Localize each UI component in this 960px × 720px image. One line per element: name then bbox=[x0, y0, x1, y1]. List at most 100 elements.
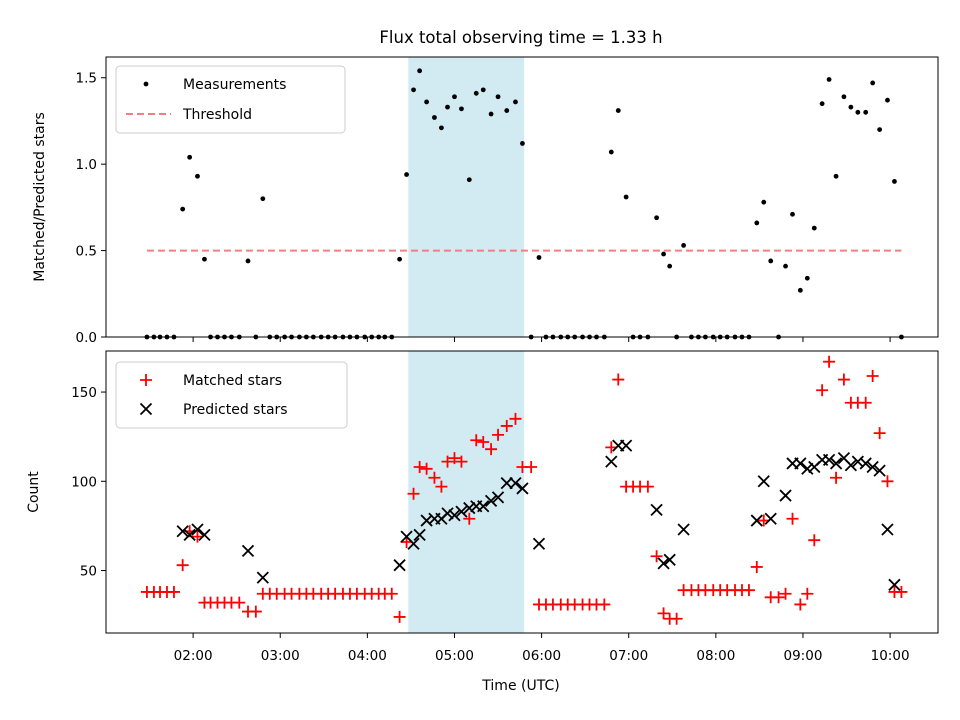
measurement-point bbox=[608, 149, 614, 155]
predicted-star-point bbox=[183, 528, 196, 541]
matched-star-point bbox=[873, 427, 886, 440]
predicted-star-point bbox=[888, 578, 901, 591]
matched-star-point bbox=[650, 550, 663, 563]
predicted-star-point bbox=[198, 528, 211, 541]
predicted-star-point bbox=[176, 525, 189, 538]
measurement-point bbox=[819, 101, 825, 107]
matched-star-point bbox=[816, 384, 829, 397]
measurement-point bbox=[504, 108, 510, 113]
predicted-star-point bbox=[463, 501, 476, 515]
bottom-legend: Matched stars Predicted stars bbox=[115, 361, 348, 429]
matched-star-point bbox=[448, 452, 461, 465]
x-tick-label: 10:00 bbox=[871, 648, 910, 664]
predicted-star-point bbox=[873, 464, 886, 477]
predicted-star-point bbox=[441, 507, 454, 520]
matched-star-point bbox=[657, 607, 670, 620]
matched-star-point bbox=[470, 434, 483, 447]
measurement-point bbox=[536, 255, 542, 260]
measurement-point bbox=[439, 125, 444, 131]
predicted-star-point bbox=[657, 557, 670, 570]
measurement-point bbox=[445, 104, 450, 110]
measurement-point bbox=[195, 173, 200, 179]
highlight-span-bottom bbox=[408, 351, 525, 633]
measurement-point bbox=[848, 104, 854, 110]
measurement-point bbox=[432, 115, 437, 120]
measurement-point bbox=[411, 87, 416, 93]
measurement-point bbox=[667, 263, 673, 269]
predicted-star-point bbox=[801, 462, 814, 475]
x-tick-label: 07:00 bbox=[609, 648, 648, 664]
predicted-star-point bbox=[413, 528, 426, 541]
matched-star-point bbox=[413, 461, 426, 474]
predicted-star-point bbox=[750, 514, 763, 527]
legend-marker-matched bbox=[140, 374, 152, 386]
matched-star-point bbox=[772, 591, 785, 604]
legend-marker-predicted bbox=[139, 402, 153, 416]
x-axis-label: Time (UTC) bbox=[481, 678, 559, 694]
measurement-point bbox=[783, 263, 788, 269]
measurement-point bbox=[404, 172, 409, 177]
measurement-point bbox=[473, 90, 479, 96]
measurement-point bbox=[180, 206, 186, 212]
bottom-axes-frame bbox=[105, 350, 939, 634]
bottom-y-ticks: 50 100 150 bbox=[71, 385, 106, 580]
matched-star-point bbox=[167, 585, 180, 598]
x-tick-label: 04:00 bbox=[348, 648, 387, 664]
measurement-point bbox=[761, 199, 767, 205]
measurement-point bbox=[797, 287, 803, 293]
matched-star-point bbox=[670, 612, 683, 625]
measurement-point bbox=[877, 127, 883, 132]
y-tick-label: 0.5 bbox=[76, 244, 97, 260]
measurement-point bbox=[681, 242, 687, 248]
measurement-point bbox=[187, 154, 193, 160]
top-axes-frame bbox=[105, 56, 939, 338]
matched-star-point bbox=[641, 480, 654, 493]
matched-star-point bbox=[895, 585, 908, 598]
matched-star-point bbox=[435, 480, 448, 493]
bottom-y-axis-label: Count bbox=[26, 471, 42, 513]
y-tick-label: 1.5 bbox=[76, 71, 97, 87]
matched-star-point bbox=[742, 584, 755, 597]
measurement-point bbox=[417, 68, 423, 74]
matched-star-point bbox=[385, 587, 398, 600]
measurement-point bbox=[870, 80, 876, 86]
predicted-star-point bbox=[500, 476, 513, 490]
predicted-star-point bbox=[779, 489, 792, 502]
measurement-point bbox=[790, 211, 795, 217]
measurement-point bbox=[654, 215, 660, 221]
predicted-star-point bbox=[532, 537, 546, 550]
predicted-star-point bbox=[663, 553, 676, 566]
measurement-point bbox=[841, 94, 847, 100]
measurement-point bbox=[811, 225, 817, 231]
predicted-star-point bbox=[393, 559, 406, 572]
predicted-star-point bbox=[477, 500, 490, 513]
matched-star-point bbox=[463, 512, 476, 525]
x-tick-label: 05:00 bbox=[435, 648, 474, 664]
matched-star-point bbox=[823, 355, 836, 368]
matched-star-point bbox=[420, 462, 433, 475]
matched-star-point bbox=[428, 471, 441, 484]
y-tick-label: 0.0 bbox=[76, 330, 97, 346]
matched-star-point bbox=[598, 598, 611, 611]
predicted-star-point bbox=[829, 457, 843, 470]
measurement-point bbox=[466, 177, 472, 183]
matched-star-point bbox=[794, 598, 807, 611]
chart-title: Flux total observing time = 1.33 h bbox=[379, 28, 662, 47]
predicted-star-point bbox=[677, 523, 690, 536]
x-tick-label: 02:00 bbox=[174, 648, 213, 664]
matched-star-point bbox=[859, 396, 872, 409]
measurement-point bbox=[892, 179, 897, 184]
predicted-star-point bbox=[241, 544, 255, 558]
bottom-x-ticks: 02:00 03:00 04:00 05:00 06:00 07:00 08:00 09:00… bbox=[174, 633, 910, 664]
bottom-data-marks bbox=[140, 355, 908, 625]
matched-star-point bbox=[866, 369, 879, 382]
legend-label-measurements: Measurements bbox=[183, 77, 286, 93]
y-tick-label: 1.0 bbox=[76, 157, 97, 173]
measurement-point bbox=[833, 173, 839, 179]
matched-star-point bbox=[837, 373, 850, 386]
top-y-ticks: 0.0 0.5 1.0 1.5 bbox=[76, 71, 106, 346]
predicted-star-point bbox=[881, 523, 894, 536]
matched-star-point bbox=[801, 587, 814, 600]
bottom-legend-box bbox=[115, 361, 348, 429]
